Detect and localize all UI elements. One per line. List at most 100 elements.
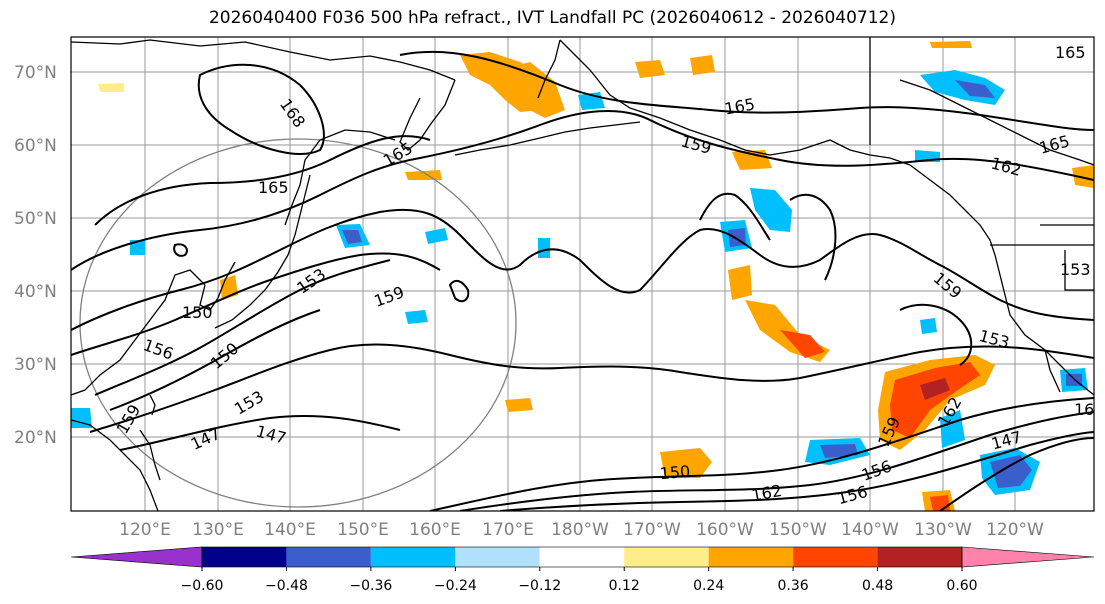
region-circle (79, 138, 517, 508)
colorbar-tick-label: 0.48 (862, 578, 893, 594)
contour-153 (94, 259, 391, 396)
contour-lines (71, 50, 1094, 511)
lon-label: 140°E (264, 520, 316, 540)
coastlines (71, 37, 1094, 511)
shade-blue-kuril (425, 228, 448, 244)
lon-label: 130°W (914, 520, 972, 540)
contour-label: 153 (1060, 260, 1091, 279)
coast-china (71, 269, 206, 396)
shade-blue-china (130, 240, 145, 255)
latitude-labels: 70°N 60°N 50°N 40°N 30°N 20°N (14, 63, 57, 448)
lon-label: 170°E (482, 520, 534, 540)
colorbar-segment (286, 547, 371, 567)
coast-okhotsk (284, 129, 396, 226)
colorbar-segment (624, 547, 709, 567)
contour-150 (109, 309, 321, 411)
colorbar-tick-label: 0.60 (946, 578, 977, 594)
coast-philippines (139, 429, 161, 481)
contour-165-north (399, 50, 1094, 131)
coast-baja (1044, 349, 1061, 393)
contour-low-1 (448, 279, 470, 303)
coast-asia-north (71, 39, 456, 81)
colorbar: −0.60 −0.48 −0.36 −0.24 −0.12 0.12 0.24 0.36 0.4… (70, 546, 1095, 594)
lat-label: 20°N (14, 428, 57, 448)
contour-147 (89, 343, 1094, 433)
colorbar-tick-label: −0.12 (518, 578, 561, 594)
shade-orange-mid1 (728, 265, 752, 300)
coast-canada-inner (1040, 224, 1094, 291)
contour-label: 165 (1055, 43, 1086, 62)
contour-ridge-1 (699, 192, 771, 241)
shade-orange-ak2 (690, 55, 715, 75)
colorbar-tick-label: 0.24 (693, 578, 724, 594)
lon-label: 180°W (551, 520, 609, 540)
coast-korea (199, 261, 236, 311)
shade-orange-central (505, 398, 533, 412)
contour-south-4 (939, 437, 1094, 511)
shade-blue-mid2 (920, 318, 937, 334)
contour-south-1 (429, 397, 1094, 511)
shade-royal-japan (342, 230, 362, 244)
colorbar-tick-label: −0.36 (349, 578, 392, 594)
lon-label: 140°W (841, 520, 899, 540)
ivt-shading (71, 41, 1094, 511)
contour-label: 165 (258, 178, 289, 197)
contour-156 (71, 252, 441, 356)
shade-royal-se (990, 455, 1032, 488)
lat-label: 50°N (14, 209, 57, 229)
shade-royal-canada (955, 80, 995, 98)
lat-label: 60°N (14, 136, 57, 156)
coast-japan (214, 214, 301, 329)
shade-blue-mid (405, 310, 428, 324)
colorbar-segment (793, 547, 878, 567)
shade-blue-center (538, 238, 550, 258)
contour-168 (197, 63, 325, 155)
lon-label: 120°W (986, 520, 1044, 540)
lon-label: 150°W (769, 520, 827, 540)
shade-darkred-east (920, 378, 950, 400)
shade-red-mid2 (780, 330, 825, 358)
lat-label: 30°N (14, 355, 57, 375)
coast-canada-top (869, 37, 1094, 166)
lat-label: 70°N (14, 63, 57, 83)
contour-ridge-2 (789, 193, 837, 281)
shade-orange-japan (405, 170, 442, 180)
coast-uswest (994, 254, 1094, 396)
colorbar-segment (455, 547, 540, 567)
map-frame (70, 36, 1095, 512)
coast-aleutians (454, 121, 641, 156)
shade-orange-nw (930, 41, 972, 48)
contour-south-2 (459, 411, 1094, 511)
contour-165-west (94, 135, 431, 226)
colorbar-tick-label: −0.48 (265, 578, 308, 594)
shade-orange-alaska2 (500, 62, 565, 118)
lon-label: 160°W (696, 520, 754, 540)
coast-sakhalin (299, 174, 311, 216)
colorbar-tick-label: −0.60 (181, 578, 224, 594)
coast-alaska (559, 39, 911, 166)
coast-se-asia (71, 419, 159, 511)
colorbar-segment (70, 546, 203, 568)
coast-alaska-west (537, 39, 561, 99)
contour-162 (71, 110, 1094, 271)
lat-label: 40°N (14, 282, 57, 302)
colorbar-segment (202, 547, 287, 567)
colorbar-segment (961, 546, 1095, 568)
contour-label: 150 (182, 303, 213, 322)
colorbar-outline (201, 546, 963, 568)
lon-label: 150°E (337, 520, 389, 540)
lon-label: 170°W (623, 520, 681, 540)
lon-label: 160°E (409, 520, 461, 540)
shade-blue-w (71, 408, 92, 428)
shade-red-se (930, 495, 950, 511)
shade-royal-hawaiiN (820, 444, 858, 458)
map-title: 2026040400 F036 500 hPa refract., IVT La… (208, 8, 896, 28)
shade-orange-hawaii (660, 448, 712, 478)
colorbar-segments (70, 546, 1095, 568)
contour-label: 150 (659, 462, 691, 484)
shade-red-east (890, 362, 980, 438)
longitude-labels: 120°E 130°E 140°E 150°E 160°E 170°E 180°… (119, 520, 1044, 540)
colorbar-segment (877, 547, 962, 567)
shade-blue-gulf (750, 188, 792, 232)
